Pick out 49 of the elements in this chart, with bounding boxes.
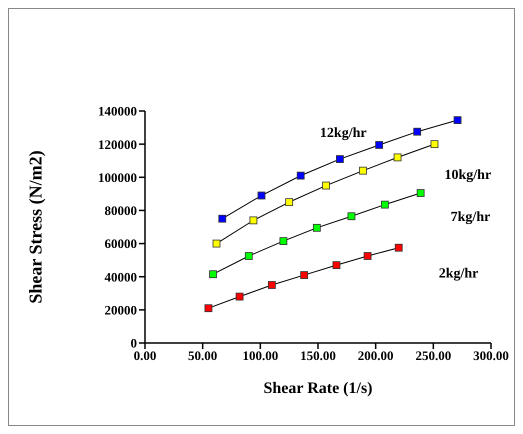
point	[296, 172, 305, 180]
point	[332, 261, 340, 270]
x-tick-label: 250.00	[415, 348, 452, 364]
point	[280, 237, 288, 245]
point	[312, 224, 321, 232]
point	[204, 304, 212, 312]
y-tick-label: 20000	[104, 302, 137, 318]
point	[336, 155, 344, 163]
series-label: 12kg/hr	[320, 126, 367, 142]
y-tick-label: 120000	[98, 136, 137, 152]
x-axis-title: Shear Rate (1/s)	[263, 380, 373, 397]
point	[380, 200, 389, 209]
x-tick-label: 200.00	[358, 348, 394, 364]
x-tick-label: 100.00	[242, 348, 278, 364]
point	[413, 128, 422, 136]
y-axis-title: Shear Stress (N/m2)	[25, 150, 46, 304]
point	[394, 244, 403, 252]
y-tick-label: 40000	[104, 269, 137, 284]
y-tick-label: 0	[130, 336, 137, 351]
y-tick-label: 60000	[104, 236, 137, 252]
point	[375, 141, 384, 149]
series-label: 10kg/hr	[444, 168, 492, 184]
point	[212, 240, 220, 248]
point	[268, 281, 276, 289]
point	[258, 192, 266, 200]
y-tick-label: 80000	[104, 203, 137, 218]
point	[285, 198, 294, 206]
point	[250, 216, 258, 224]
x-tick-label: 50.00	[188, 348, 218, 364]
y-tick-label: 100000	[98, 170, 137, 185]
x-tick-label: 150.00	[300, 348, 336, 364]
point	[218, 214, 226, 223]
point	[359, 166, 367, 175]
point	[209, 270, 217, 278]
text: 2kg/hr	[438, 266, 478, 282]
point	[348, 212, 356, 220]
point	[430, 140, 438, 148]
point	[454, 116, 462, 124]
point	[416, 189, 425, 197]
x-tick-label: 0.00	[134, 348, 156, 364]
y-tick-label: 140000	[98, 104, 137, 119]
point	[394, 154, 402, 162]
point	[236, 292, 244, 300]
point	[244, 252, 253, 260]
text: 7kg/hr	[450, 210, 490, 226]
x-tick-label: 300.00	[473, 348, 509, 364]
point	[322, 182, 330, 190]
point	[300, 271, 308, 279]
point	[364, 252, 372, 260]
